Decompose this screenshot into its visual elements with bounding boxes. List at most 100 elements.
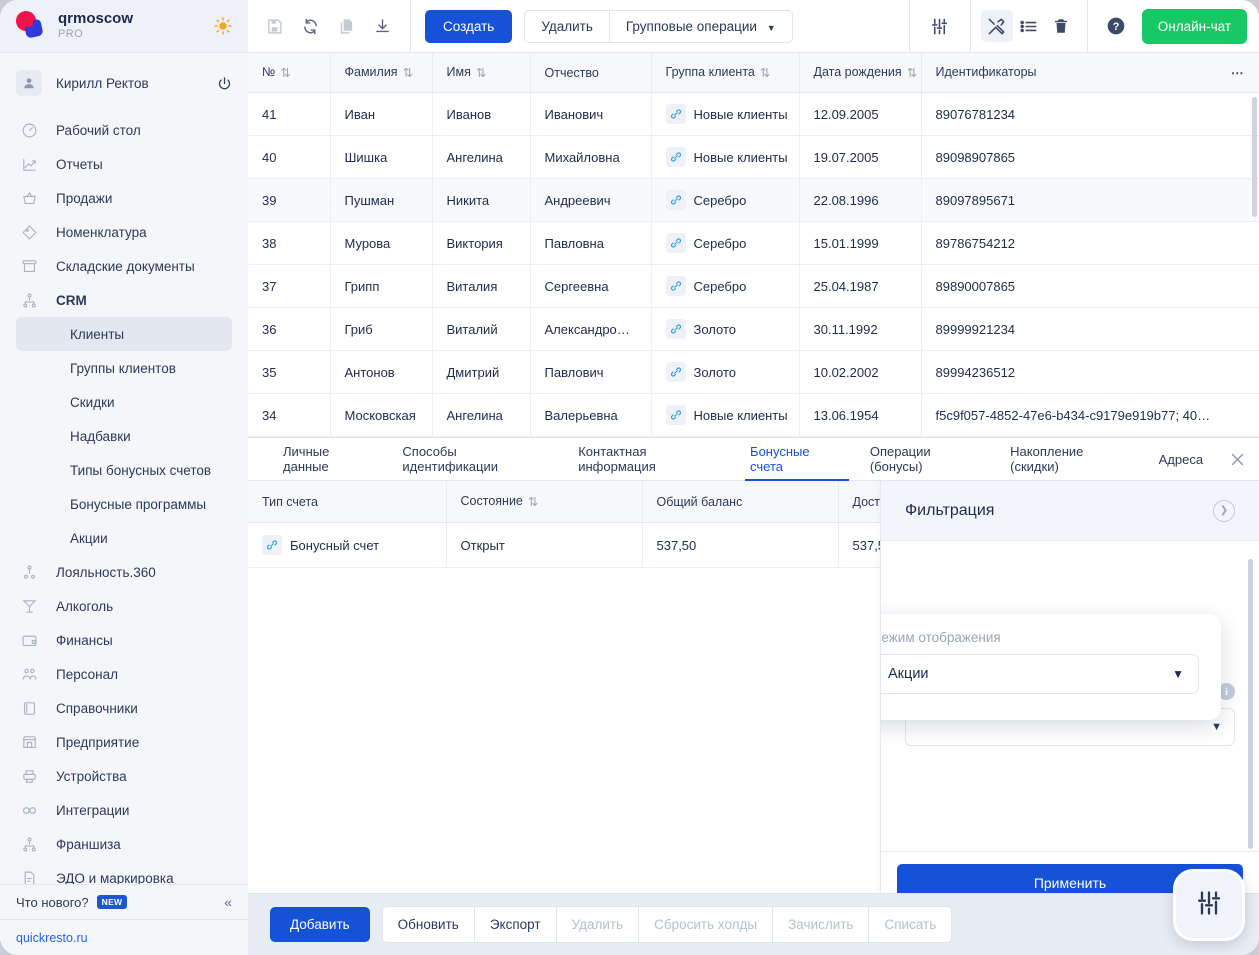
sidebar-item-loyalty360[interactable]: Лояльность.360 [0, 555, 248, 589]
table-row[interactable]: 38 Мурова Виктория Павловна Серебро 15.0… [248, 221, 1259, 266]
sort-icon: ⇅ [906, 66, 918, 81]
sidebar-item-bonus-programs[interactable]: Бонусные программы [0, 487, 248, 521]
sliders-icon[interactable] [924, 10, 956, 42]
tab-operations-bonuses[interactable]: Операции (бонусы) [869, 444, 931, 475]
sidebar-item-warehouse-docs[interactable]: Складские документы [0, 249, 248, 283]
column-header-total-balance[interactable]: Общий баланс [642, 481, 839, 524]
column-header-birthdate[interactable]: Дата рождения ⇅ [799, 53, 922, 94]
table-row[interactable]: 37 Грипп Виталия Сергеевна Серебро 25.04… [248, 264, 1259, 309]
cell-client-group[interactable]: Новые клиенты [651, 393, 800, 438]
cocktail-icon [16, 598, 42, 615]
site-link[interactable]: quickresto.ru [0, 919, 248, 955]
cell-client-group[interactable]: Серебро [651, 264, 800, 309]
delete-button[interactable]: Удалить [524, 9, 610, 43]
sidebar-item-crm[interactable]: CRM [0, 283, 248, 317]
cell-client-group[interactable]: Новые клиенты [651, 92, 800, 137]
tab-addresses[interactable]: Адреса [1158, 451, 1204, 467]
table-row[interactable]: 40 Шишка Ангелина Михайловна Новые клиен… [248, 135, 1259, 180]
tab-identification-methods[interactable]: Способы идентификации [402, 444, 498, 475]
cell-client-group[interactable]: Золото [651, 350, 800, 395]
wallet-icon [16, 632, 42, 649]
sidebar-item-client-groups[interactable]: Группы клиентов [0, 351, 248, 385]
link-icon [665, 276, 686, 297]
ellipsis-icon[interactable]: ⋯ [1231, 66, 1245, 81]
user-name: Кирилл Ректов [56, 75, 149, 91]
table-row[interactable]: 36 Гриб Виталий Александрович Золото 30.… [248, 307, 1259, 352]
download-icon[interactable] [366, 10, 398, 42]
sidebar-item-franchise[interactable]: Франшиза [0, 827, 248, 861]
column-header-client-group[interactable]: Группа клиента ⇅ [651, 53, 800, 94]
sidebar-item-reports[interactable]: Отчеты [0, 147, 248, 181]
bulk-operations-button[interactable]: Групповые операции ▼ [609, 9, 793, 43]
whats-new-row[interactable]: Что нового? NEW « [0, 885, 248, 919]
tools-icon[interactable] [980, 10, 1013, 42]
sidebar-item-dashboard[interactable]: Рабочий стол [0, 113, 248, 147]
info-icon[interactable]: i [1218, 683, 1235, 701]
table-vertical-scrollbar[interactable] [1252, 97, 1257, 217]
chevrons-left-icon[interactable]: « [224, 894, 232, 910]
refresh-button[interactable]: Обновить [381, 906, 475, 943]
column-header-identifiers[interactable]: Идентификаторы ⋯ [921, 53, 1259, 94]
table-row[interactable]: 35 Антонов Дмитрий Павлович Золото 10.02… [248, 350, 1259, 395]
chevron-right-circle-icon[interactable]: ❯ [1213, 499, 1235, 522]
tab-accumulation-discounts[interactable]: Накопление (скидки) [1010, 444, 1084, 475]
column-header-number[interactable]: № ⇅ [248, 53, 331, 94]
cell-client-group[interactable]: Золото [651, 307, 800, 352]
help-icon[interactable]: ? [1100, 10, 1132, 42]
sort-icon: ⇅ [280, 66, 291, 81]
cell-client-group[interactable]: Серебро [651, 221, 800, 266]
refresh-icon[interactable] [294, 10, 326, 42]
sidebar-item-bonus-account-types[interactable]: Типы бонусных счетов [0, 453, 248, 487]
user-row[interactable]: Кирилл Ректов [0, 59, 248, 107]
list-icon[interactable] [1013, 10, 1045, 42]
column-header-account-type[interactable]: Тип счета [248, 481, 447, 524]
column-header-state[interactable]: Состояние ⇅ [446, 481, 643, 524]
loyalty-icon [16, 564, 42, 581]
sun-icon[interactable] [212, 15, 234, 37]
copy-icon[interactable] [330, 10, 362, 42]
column-header-firstname[interactable]: Имя ⇅ [432, 53, 531, 94]
online-chat-button[interactable]: Онлайн-чат [1141, 8, 1247, 44]
sidebar-item-sales[interactable]: Продажи [0, 181, 248, 215]
column-header-lastname[interactable]: Фамилия ⇅ [330, 53, 433, 94]
sidebar-item-promotions[interactable]: Акции [0, 521, 248, 555]
add-button[interactable]: Добавить [270, 907, 370, 942]
table-row[interactable]: 34 Московская Ангелина Валерьевна Новые … [248, 393, 1259, 438]
sidebar-item-enterprise[interactable]: Предприятие [0, 725, 248, 759]
column-header-middlename[interactable]: Отчество [530, 53, 652, 94]
sidebar-item-devices[interactable]: Устройства [0, 759, 248, 793]
sidebar-item-label: Франшиза [56, 836, 121, 852]
close-icon[interactable] [1216, 437, 1259, 481]
link-icon [665, 104, 686, 125]
cell-identifiers: f5c9f057-4852-47e6-b434-c9179e919b77; 40… [921, 393, 1259, 438]
sidebar-item-staff[interactable]: Персонал [0, 657, 248, 691]
sidebar-item-markups[interactable]: Надбавки [0, 419, 248, 453]
table-row[interactable]: 41 Иван Иванов Иванович Новые клиенты 12… [248, 92, 1259, 137]
filter-fab-button[interactable] [1173, 869, 1245, 941]
sidebar-item-directories[interactable]: Справочники [0, 691, 248, 725]
create-button[interactable]: Создать [425, 9, 513, 43]
sidebar-item-clients[interactable]: Клиенты [16, 317, 232, 351]
sidebar-item-edo-marking[interactable]: ЭДО и маркировка [0, 861, 248, 884]
export-button[interactable]: Экспорт [474, 906, 557, 943]
filter-scrollbar[interactable] [1248, 559, 1253, 850]
tab-bonus-accounts[interactable]: Бонусные счета [737, 437, 857, 482]
cell-client-group[interactable]: Серебро [651, 178, 800, 223]
display-mode-select[interactable]: Акции ▼ [881, 654, 1199, 695]
sidebar-item-discounts[interactable]: Скидки [0, 385, 248, 419]
power-icon[interactable] [214, 73, 234, 93]
user-icon [16, 70, 42, 96]
sidebar-item-finance[interactable]: Финансы [0, 623, 248, 657]
link-icon [665, 147, 686, 168]
sidebar-item-integrations[interactable]: Интеграции [0, 793, 248, 827]
trash-icon[interactable] [1045, 10, 1077, 42]
save-icon[interactable] [258, 10, 290, 42]
cell-account-type[interactable]: Бонусный счет [248, 522, 447, 569]
tab-personal-data[interactable]: Личные данные [283, 444, 330, 475]
tab-contact-info[interactable]: Контактная информация [578, 444, 656, 475]
table-row[interactable]: 39 Пушман Никита Андреевич Серебро 22.08… [248, 178, 1259, 223]
sidebar-item-nomenclature[interactable]: Номенклатура [0, 215, 248, 249]
cell-client-group[interactable]: Новые клиенты [651, 135, 800, 180]
sidebar-item-alcohol[interactable]: Алкоголь [0, 589, 248, 623]
